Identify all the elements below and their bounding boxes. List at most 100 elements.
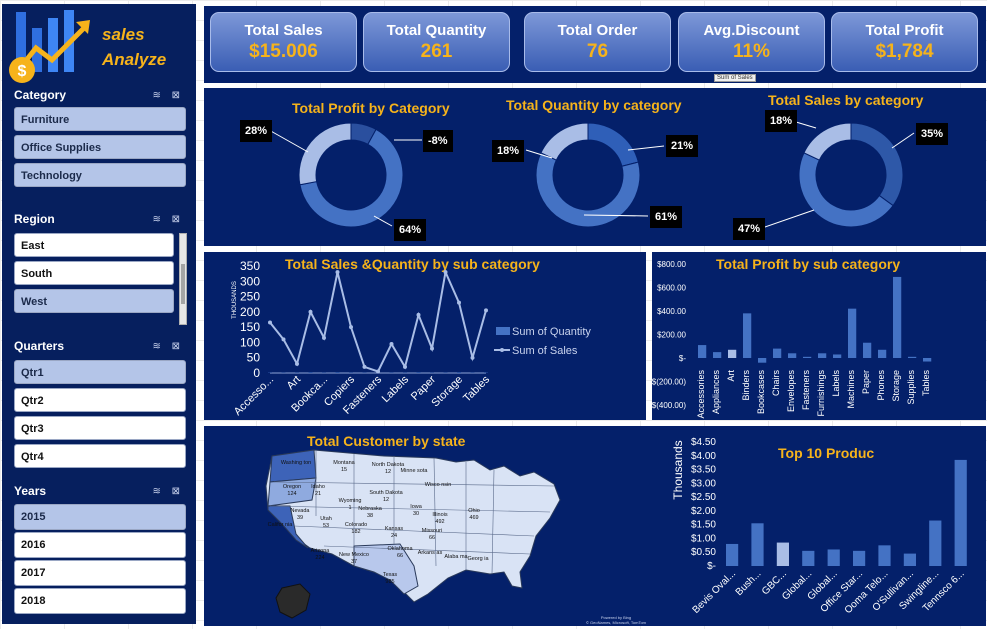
profit-bar	[923, 358, 932, 362]
map-state-label: Arkans as	[418, 550, 443, 556]
profit-label-64: 64%	[394, 219, 427, 241]
product-bar	[853, 550, 866, 566]
sales-point	[349, 325, 353, 330]
profit-bar	[893, 276, 902, 358]
year-item-2018[interactable]: 2018	[14, 588, 186, 614]
legend-quantity-swatch	[496, 327, 510, 335]
year-item-2016[interactable]: 2016	[14, 532, 186, 558]
y-tick-label: $4.00	[691, 451, 716, 462]
map-state-value: 182	[351, 529, 360, 535]
sales-point	[295, 361, 299, 366]
map-state-value: 24	[391, 533, 397, 539]
map-texas	[353, 543, 419, 595]
x-tick-label: Art	[726, 370, 736, 382]
sales-point	[484, 308, 488, 313]
y-tick-label: $2.00	[691, 506, 716, 517]
year-item-2015[interactable]: 2015	[14, 504, 186, 530]
map-state-value: 469	[469, 515, 478, 521]
x-tick-label: Supplies	[906, 370, 916, 405]
region-item-west[interactable]: West	[14, 289, 174, 313]
profit-bar	[818, 353, 827, 358]
x-tick-label: Bevis Oval...	[691, 568, 738, 615]
filter-icons[interactable]: ≋ ⊠	[152, 214, 184, 225]
year-item-2017[interactable]: 2017	[14, 560, 186, 586]
kpi-total-profit[interactable]: Total Profit $1,784	[831, 12, 978, 72]
filter-icons[interactable]: ≋ ⊠	[152, 486, 184, 497]
x-tick-label: Labels	[831, 370, 841, 397]
sales-quantity-title: Total Sales &Quantity by sub category	[285, 256, 540, 272]
y-tick-label: $600.00	[657, 284, 686, 293]
donut-charts[interactable]	[204, 88, 986, 246]
y-tick-label: $200.00	[657, 331, 686, 340]
y-tick-label: 250	[240, 290, 260, 304]
map-state-label: Minne sota	[401, 468, 429, 474]
quantity-bar	[457, 372, 461, 373]
sales-point	[443, 270, 448, 275]
profit-subcat-title: Total Profit by sub category	[716, 256, 901, 272]
profit-subcat-chart[interactable]: $800.00 $600.00 $400.00 $200.00 $- $(200.00) $…	[652, 252, 986, 420]
map-state-label: Illinois	[432, 512, 448, 518]
sales-label-35: 35%	[916, 123, 949, 145]
us-map-outline	[265, 449, 561, 603]
map-state-label: Utah	[320, 516, 332, 522]
profit-bar	[758, 358, 767, 363]
map-state-label: Arizona	[311, 548, 331, 554]
quantity-label-61: 61%	[650, 206, 683, 228]
x-tick-label: Bookcases	[756, 370, 766, 415]
sales-point	[403, 364, 407, 369]
profit-bar	[803, 356, 812, 358]
product-bar	[726, 543, 739, 566]
quarter-item-qtr4[interactable]: Qtr4	[14, 444, 186, 468]
y-tick-label: $400.00	[657, 307, 686, 316]
quarter-item-qtr1[interactable]: Qtr1	[14, 360, 186, 384]
years-slicer-title: Years	[14, 484, 47, 498]
category-item-furniture[interactable]: Furniture	[14, 107, 186, 131]
map-state-label: Oklahoma	[387, 546, 413, 552]
filter-icons[interactable]: ≋ ⊠	[152, 341, 184, 352]
quarter-item-qtr2[interactable]: Qtr2	[14, 388, 186, 412]
x-tick-label: Phones	[876, 370, 886, 401]
quantity-by-category-title: Total Quantity by category	[506, 97, 682, 113]
kpi-total-quantity[interactable]: Total Quantity 261	[363, 12, 510, 72]
sales-by-category-title: Total Sales by category	[768, 92, 924, 108]
category-slicer-title: Category	[14, 88, 67, 102]
quantity-donut-slice-1	[540, 122, 589, 161]
category-item-technology[interactable]: Technology	[14, 163, 186, 187]
map-state-label: Nevada	[291, 508, 311, 514]
map-state-value: 12	[385, 469, 391, 475]
sales-line	[269, 268, 487, 373]
map-state-label: Wyoming	[339, 498, 362, 504]
quantity-label-18: 18%	[492, 140, 525, 162]
y-axis-title: Thousands	[671, 440, 685, 499]
sales-point	[281, 337, 286, 342]
map-state-label: New Mexico	[339, 552, 369, 558]
category-item-office-supplies[interactable]: Office Supplies	[14, 135, 186, 159]
map-state-value: 492	[435, 519, 444, 525]
kpi-total-order[interactable]: Total Order 76	[524, 12, 671, 72]
kpi-total-sales[interactable]: Total Sales $15.006	[210, 12, 357, 72]
kpi-avg-discount[interactable]: Avg.Discount 11%	[678, 12, 825, 72]
profit-bar	[908, 356, 917, 358]
region-item-south[interactable]: South	[14, 261, 174, 285]
svg-text:$: $	[18, 63, 27, 80]
y-tick-label: 150	[240, 320, 260, 334]
y-tick-label: $2.50	[691, 492, 716, 503]
map-border-3	[433, 457, 437, 567]
map-state-label: Washing ton	[281, 460, 311, 466]
filter-icons[interactable]: ≋ ⊠	[152, 90, 184, 101]
map-state-value: 30	[413, 511, 419, 517]
profit-bar	[773, 348, 782, 358]
region-item-east[interactable]: East	[14, 233, 174, 257]
x-tick-label: Art	[285, 374, 303, 392]
scroll-thumb[interactable]	[181, 264, 185, 304]
map-border-5	[491, 469, 495, 575]
sales-point	[322, 335, 326, 340]
map-state-label: Iowa	[410, 504, 423, 510]
top10-chart[interactable]: $4.50 $4.00 $3.50 $3.00 $2.50 $2.00 $1.50 $1.00…	[664, 426, 986, 626]
x-tick-label: Machines	[846, 370, 856, 409]
brand-title: sales Analyze	[102, 25, 167, 69]
quarter-item-qtr3[interactable]: Qtr3	[14, 416, 186, 440]
region-scrollbar[interactable]	[179, 233, 187, 325]
